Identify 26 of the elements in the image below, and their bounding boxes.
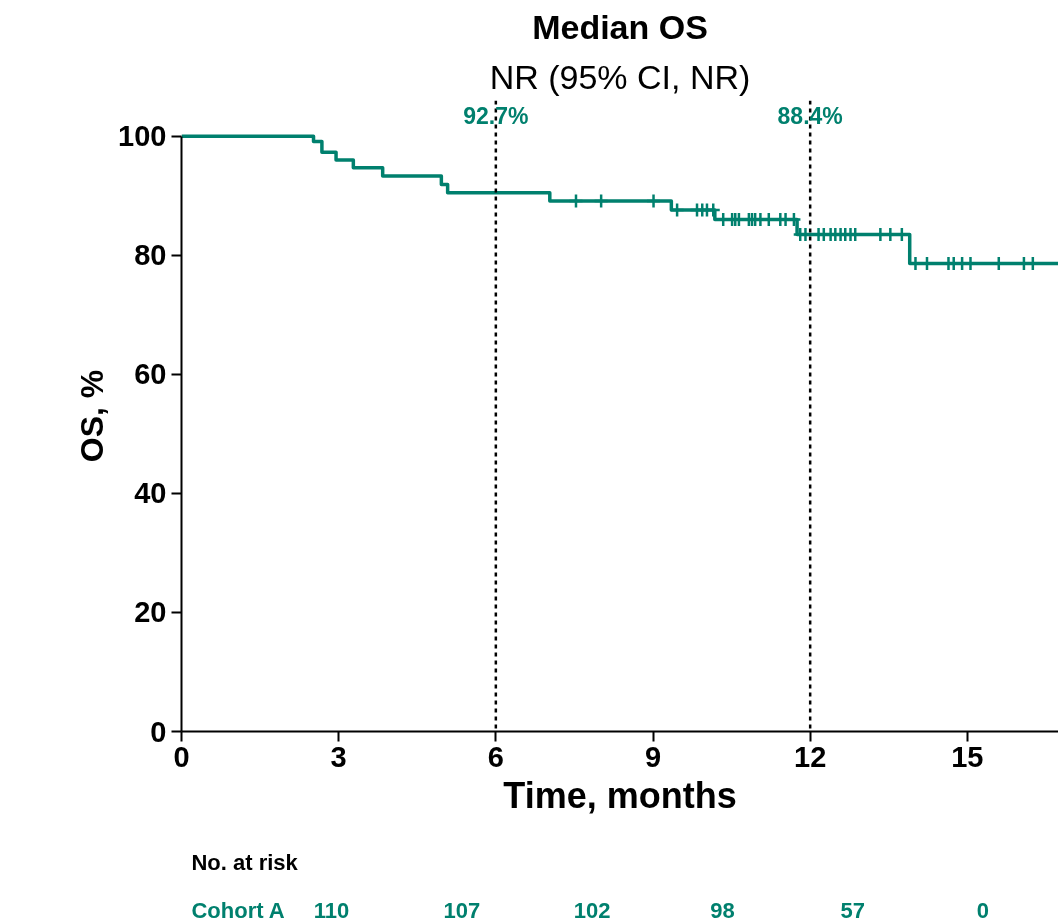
chart-title: Median OS — [532, 7, 708, 46]
y-tick-label: 0 — [150, 715, 167, 748]
text: 110 — [313, 898, 350, 923]
text: 98 — [710, 898, 735, 923]
x-tick-label: 3 — [330, 740, 347, 773]
text: Cohort A — [191, 898, 285, 923]
x-axis-title: Time, months — [503, 774, 737, 816]
x-tick-label: 15 — [951, 740, 984, 773]
y-axis-title: OS, % — [74, 369, 111, 463]
x-tick-label: 6 — [487, 740, 504, 773]
y-tick-label: 20 — [134, 596, 167, 629]
x-tick-label: 0 — [173, 740, 190, 773]
y-tick-label: 80 — [134, 239, 167, 272]
chart-subtitle: NR (95% CI, NR) — [489, 57, 751, 96]
x-tick-label: 12 — [794, 740, 827, 773]
annotation: 88.4% — [777, 102, 843, 129]
text: No. at risk — [191, 850, 299, 875]
y-tick-label: 100 — [118, 120, 167, 153]
text: 107 — [443, 898, 481, 923]
text: 57 — [840, 898, 865, 923]
x-tick-label: 9 — [644, 740, 662, 773]
y-tick-label: 40 — [134, 477, 167, 510]
text: 0 — [976, 898, 990, 923]
y-tick-label: 60 — [134, 358, 167, 391]
text: 102 — [573, 898, 611, 923]
annotation: 92.7% — [463, 102, 529, 129]
